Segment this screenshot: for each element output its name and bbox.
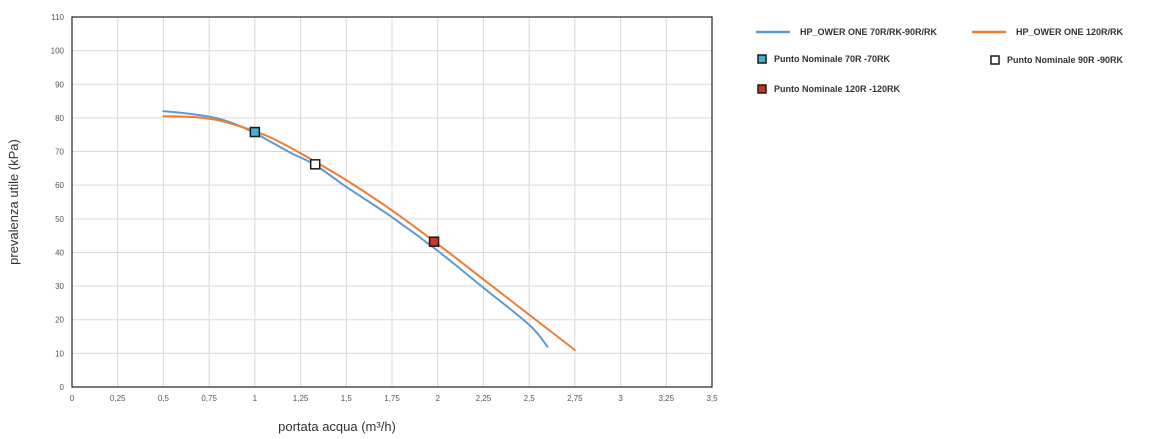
legend-label-marker-1: Punto Nominale 70R -70RK	[774, 54, 891, 64]
x-tick-label: 3,5	[706, 394, 718, 403]
x-tick-label: 0	[70, 394, 75, 403]
x-tick-label: 3	[618, 394, 623, 403]
grid	[72, 17, 712, 387]
x-tick-label: 0,25	[110, 394, 126, 403]
x-tick-label: 3,25	[658, 394, 674, 403]
series-line-2	[162, 115, 576, 351]
nominal-point-marker-2	[309, 159, 321, 170]
y-axis-title: prevalenza utile (kPa)	[6, 139, 21, 265]
x-tick-label: 2,5	[524, 394, 536, 403]
y-tick-label: 40	[55, 248, 64, 257]
series-lines	[162, 110, 576, 351]
y-tick-label: 110	[51, 13, 64, 22]
y-tick-label: 20	[55, 316, 64, 325]
y-tick-label: 80	[55, 114, 64, 123]
legend-label-series-1: HP_OWER ONE 70R/RK-90R/RK	[800, 27, 938, 37]
x-tick-label: 1,5	[341, 394, 353, 403]
legend: HP_OWER ONE 70R/RK-90R/RK HP_OWER ONE 120…	[756, 27, 1124, 94]
series-line-1	[162, 110, 549, 348]
legend-swatch-marker-1	[757, 54, 767, 64]
x-tick-label: 2	[435, 394, 440, 403]
y-tick-label: 60	[55, 181, 64, 190]
plot-area-frame	[71, 16, 713, 388]
y-tick-label: 30	[55, 282, 64, 291]
y-tick-label: 10	[55, 349, 64, 358]
y-tick-label: 0	[60, 383, 65, 392]
x-tick-label: 1	[253, 394, 258, 403]
x-tick-label: 1,25	[293, 394, 309, 403]
y-tick-label: 90	[55, 80, 64, 89]
x-tick-label: 0,5	[158, 394, 170, 403]
nominal-point-markers	[249, 126, 440, 247]
x-axis-title: portata acqua (m³/h)	[278, 419, 396, 434]
legend-label-marker-3: Punto Nominale 120R -120RK	[774, 84, 901, 94]
nominal-point-marker-1	[249, 126, 261, 138]
y-tick-label: 100	[51, 47, 65, 56]
nominal-point-marker-3	[428, 236, 440, 247]
tick-labels: 0 0,25 0,5 0,75 1 1,25 1,5 1,75 2 2,25 2,5 2,75 3 3,2…	[51, 13, 718, 403]
y-tick-label: 70	[55, 148, 64, 157]
legend-label-series-2: HP_OWER ONE 120R/RK	[1016, 27, 1124, 37]
x-tick-label: 2,75	[567, 394, 583, 403]
legend-swatch-marker-3	[757, 84, 767, 94]
x-tick-label: 2,25	[476, 394, 492, 403]
legend-label-marker-2: Punto Nominale 90R -90RK	[1007, 55, 1124, 65]
legend-swatch-marker-2	[990, 55, 1000, 65]
x-tick-label: 0,75	[201, 394, 217, 403]
y-tick-label: 50	[55, 215, 64, 224]
x-tick-label: 1,75	[384, 394, 400, 403]
